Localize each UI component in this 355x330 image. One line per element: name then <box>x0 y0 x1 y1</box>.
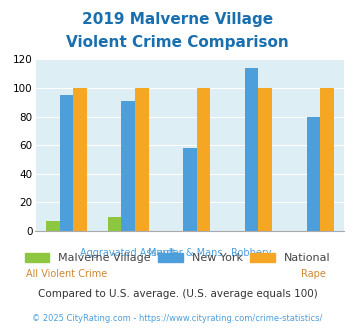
Text: Murder & Mans...: Murder & Mans... <box>148 248 232 258</box>
Legend: Malverne Village, New York, National: Malverne Village, New York, National <box>20 248 335 268</box>
Text: Compared to U.S. average. (U.S. average equals 100): Compared to U.S. average. (U.S. average … <box>38 289 317 299</box>
Bar <box>121 101 135 231</box>
Text: Robbery: Robbery <box>231 248 272 258</box>
Bar <box>46 221 60 231</box>
Bar <box>307 116 320 231</box>
Bar <box>60 95 73 231</box>
Bar <box>320 88 334 231</box>
Bar <box>135 88 148 231</box>
Bar <box>258 88 272 231</box>
Bar <box>73 88 87 231</box>
Text: All Violent Crime: All Violent Crime <box>26 269 107 279</box>
Text: © 2025 CityRating.com - https://www.cityrating.com/crime-statistics/: © 2025 CityRating.com - https://www.city… <box>32 314 323 323</box>
Bar <box>245 68 258 231</box>
Bar <box>197 88 210 231</box>
Text: 2019 Malverne Village: 2019 Malverne Village <box>82 12 273 26</box>
Bar <box>183 148 197 231</box>
Bar <box>108 217 121 231</box>
Text: Rape: Rape <box>301 269 326 279</box>
Text: Aggravated Assault: Aggravated Assault <box>80 248 176 258</box>
Text: Violent Crime Comparison: Violent Crime Comparison <box>66 35 289 50</box>
